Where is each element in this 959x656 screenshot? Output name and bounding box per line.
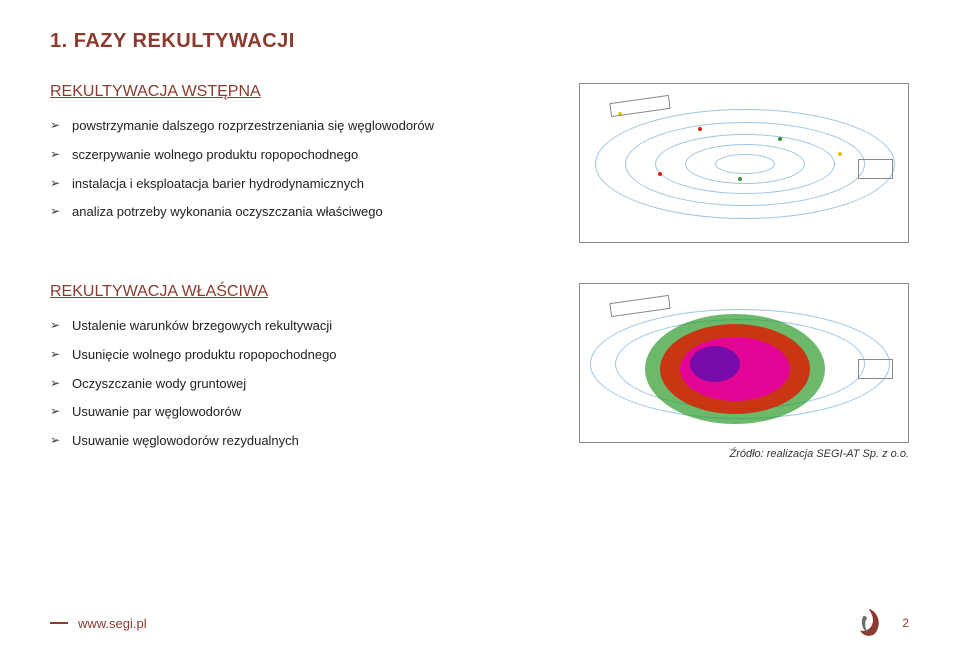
section-1-text: REKULTYWACJA WSTĘPNA powstrzymanie dalsz… <box>50 83 549 243</box>
list-item: Usuwanie węglowodorów rezydualnych <box>50 431 549 452</box>
section-1-row: REKULTYWACJA WSTĘPNA powstrzymanie dalsz… <box>50 83 909 243</box>
segi-logo-icon <box>851 605 887 641</box>
footer-url: www.segi.pl <box>78 616 147 631</box>
footer-line-icon <box>50 622 68 624</box>
page-heading: 1. FAZY REKULTYWACJI <box>50 30 909 53</box>
contour-map-1 <box>579 83 909 243</box>
list-item: sczerpywanie wolnego produktu ropopochod… <box>50 145 549 166</box>
section-2-list: Ustalenie warunków brzegowych rekultywac… <box>50 316 549 452</box>
page-number: 2 <box>902 616 909 630</box>
section-1-list: powstrzymanie dalszego rozprzestrzeniani… <box>50 116 549 223</box>
list-item: Usunięcie wolnego produktu ropopochodneg… <box>50 345 549 366</box>
list-item: instalacja i eksploatacja barier hydrody… <box>50 174 549 195</box>
source-note: Źródło: realizacja SEGI-AT Sp. z o.o. <box>579 448 909 460</box>
heatmap-map-2 <box>579 283 909 443</box>
section-2-row: REKULTYWACJA WŁAŚCIWA Ustalenie warunków… <box>50 283 909 460</box>
footer-left: www.segi.pl <box>50 616 147 631</box>
list-item: analiza potrzeby wykonania oczyszczania … <box>50 202 549 223</box>
footer-right: 2 <box>851 605 909 641</box>
section-1-title: REKULTYWACJA WSTĘPNA <box>50 83 549 101</box>
section-2-title: REKULTYWACJA WŁAŚCIWA <box>50 283 549 301</box>
section-2-text: REKULTYWACJA WŁAŚCIWA Ustalenie warunków… <box>50 283 549 460</box>
map-2-wrapper: Źródło: realizacja SEGI-AT Sp. z o.o. <box>579 283 909 460</box>
footer: www.segi.pl 2 <box>50 605 909 641</box>
list-item: Ustalenie warunków brzegowych rekultywac… <box>50 316 549 337</box>
list-item: Usuwanie par węglowodorów <box>50 402 549 423</box>
list-item: powstrzymanie dalszego rozprzestrzeniani… <box>50 116 549 137</box>
list-item: Oczyszczanie wody gruntowej <box>50 374 549 395</box>
